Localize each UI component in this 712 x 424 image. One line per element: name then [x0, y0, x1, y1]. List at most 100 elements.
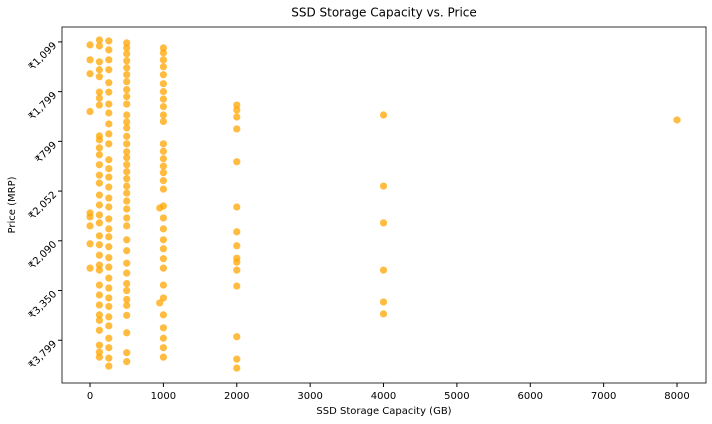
point	[159, 88, 168, 96]
point	[86, 240, 94, 248]
point	[123, 286, 131, 295]
point	[105, 79, 113, 87]
point	[159, 255, 168, 263]
point	[159, 294, 168, 302]
point	[123, 222, 131, 230]
point	[123, 349, 131, 357]
point	[159, 334, 168, 342]
point	[95, 161, 104, 169]
point	[105, 140, 113, 148]
point	[86, 41, 94, 49]
point	[105, 233, 113, 241]
point	[105, 215, 113, 223]
point	[95, 201, 104, 209]
x-axis-label: SSD Storage Capacity (GB)	[316, 406, 451, 417]
point	[233, 258, 241, 266]
point	[123, 57, 131, 65]
point	[159, 225, 168, 233]
x-tick-label: 8000	[664, 391, 689, 402]
point	[123, 358, 131, 366]
point	[95, 94, 104, 102]
point	[159, 185, 168, 193]
point	[159, 71, 168, 79]
point	[95, 88, 104, 96]
point	[95, 241, 104, 249]
point	[123, 118, 131, 126]
point	[123, 182, 131, 190]
point	[159, 63, 168, 71]
point	[156, 204, 164, 212]
point	[159, 344, 168, 352]
point	[159, 95, 168, 103]
x-tick-label: 6000	[518, 391, 543, 402]
point	[95, 291, 104, 299]
point	[105, 243, 113, 251]
point	[123, 329, 131, 337]
point	[105, 284, 113, 292]
point	[105, 203, 113, 211]
point	[159, 56, 168, 64]
point	[123, 197, 131, 205]
chart-title: SSD Storage Capacity vs. Price	[291, 6, 477, 20]
point	[105, 254, 113, 262]
point	[159, 155, 168, 163]
point	[95, 353, 104, 361]
point	[86, 56, 94, 64]
point	[105, 294, 113, 302]
point	[105, 56, 113, 64]
x-tick-label: 3000	[297, 391, 322, 402]
point	[95, 136, 104, 144]
point	[105, 354, 113, 362]
point	[95, 311, 104, 319]
point	[105, 274, 113, 282]
point	[105, 362, 113, 370]
point	[123, 111, 131, 119]
point	[95, 36, 104, 44]
point	[95, 191, 104, 199]
point	[123, 39, 131, 47]
point	[379, 111, 388, 119]
point	[123, 71, 131, 79]
point	[233, 355, 241, 363]
point	[159, 311, 168, 319]
point	[105, 263, 113, 271]
point	[379, 266, 388, 274]
point	[159, 117, 168, 126]
point	[123, 93, 131, 101]
point	[159, 236, 168, 244]
point	[159, 264, 168, 272]
point	[123, 154, 131, 162]
point	[123, 132, 131, 140]
point	[95, 144, 104, 152]
point	[86, 222, 94, 230]
x-tick-label: 1000	[151, 391, 176, 402]
point	[159, 324, 168, 332]
point	[86, 213, 94, 221]
point	[156, 299, 164, 307]
point	[233, 282, 241, 290]
point	[105, 313, 113, 321]
point	[233, 228, 241, 236]
point	[123, 100, 131, 108]
point	[95, 58, 104, 66]
point	[123, 124, 131, 132]
point	[105, 156, 113, 164]
point	[105, 225, 113, 233]
point	[86, 70, 94, 78]
point	[95, 179, 104, 187]
point	[105, 100, 113, 108]
point	[105, 334, 113, 342]
point	[379, 219, 388, 227]
point	[123, 50, 131, 58]
point	[95, 66, 104, 74]
point	[105, 183, 113, 191]
point	[95, 316, 104, 324]
point	[233, 106, 241, 114]
point	[159, 169, 168, 177]
point	[95, 42, 104, 50]
point	[105, 302, 113, 311]
point	[105, 66, 113, 74]
point	[123, 148, 131, 156]
point	[95, 261, 104, 269]
